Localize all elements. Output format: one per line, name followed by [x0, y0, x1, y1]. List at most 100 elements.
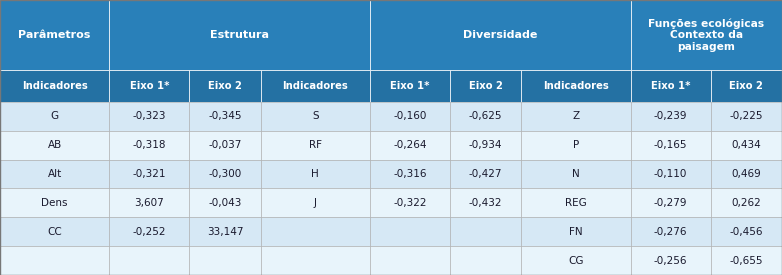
- Text: 3,607: 3,607: [135, 198, 164, 208]
- Text: -0,239: -0,239: [654, 111, 687, 121]
- Bar: [370, 102, 450, 131]
- Bar: [260, 217, 370, 246]
- Bar: [711, 131, 782, 160]
- Bar: [630, 188, 711, 217]
- Text: Indicadores: Indicadores: [282, 81, 348, 91]
- Bar: [189, 70, 260, 102]
- Bar: [260, 246, 370, 275]
- Bar: [522, 246, 630, 275]
- Bar: [189, 131, 260, 160]
- Text: Indicadores: Indicadores: [543, 81, 609, 91]
- Text: RF: RF: [309, 140, 322, 150]
- Bar: [630, 246, 711, 275]
- Text: FN: FN: [569, 227, 583, 237]
- Text: REG: REG: [565, 198, 586, 208]
- Bar: [630, 131, 711, 160]
- Text: -0,252: -0,252: [132, 227, 166, 237]
- Bar: [522, 188, 630, 217]
- Text: -0,316: -0,316: [393, 169, 427, 179]
- Bar: [450, 188, 522, 217]
- Bar: [260, 160, 370, 188]
- Bar: [0, 102, 109, 131]
- Text: -0,279: -0,279: [654, 198, 687, 208]
- Text: -0,037: -0,037: [208, 140, 242, 150]
- Text: Dens: Dens: [41, 198, 68, 208]
- Text: -0,456: -0,456: [730, 227, 763, 237]
- Text: -0,934: -0,934: [469, 140, 502, 150]
- Bar: [450, 160, 522, 188]
- Bar: [370, 131, 450, 160]
- Text: CC: CC: [47, 227, 62, 237]
- Text: H: H: [311, 169, 319, 179]
- Bar: [260, 102, 370, 131]
- Text: -0,432: -0,432: [469, 198, 502, 208]
- Bar: [109, 0, 370, 70]
- Text: Funções ecológicas
Contexto da
paisagem: Funções ecológicas Contexto da paisagem: [648, 18, 764, 52]
- Text: 33,147: 33,147: [206, 227, 243, 237]
- Bar: [0, 217, 109, 246]
- Text: -0,318: -0,318: [132, 140, 166, 150]
- Text: J: J: [314, 198, 317, 208]
- Bar: [0, 70, 109, 102]
- Text: -0,256: -0,256: [654, 255, 687, 266]
- Bar: [109, 102, 189, 131]
- Text: CG: CG: [569, 255, 583, 266]
- Bar: [370, 217, 450, 246]
- Text: -0,165: -0,165: [654, 140, 687, 150]
- Bar: [260, 70, 370, 102]
- Text: -0,321: -0,321: [132, 169, 166, 179]
- Bar: [711, 160, 782, 188]
- Bar: [522, 70, 630, 102]
- Bar: [522, 102, 630, 131]
- Text: 0,262: 0,262: [731, 198, 761, 208]
- Text: -0,110: -0,110: [654, 169, 687, 179]
- Bar: [630, 0, 782, 70]
- Bar: [109, 188, 189, 217]
- Text: -0,264: -0,264: [393, 140, 427, 150]
- Bar: [711, 217, 782, 246]
- Text: S: S: [312, 111, 318, 121]
- Bar: [189, 188, 260, 217]
- Text: AB: AB: [48, 140, 62, 150]
- Text: N: N: [572, 169, 580, 179]
- Text: Eixo 1*: Eixo 1*: [130, 81, 169, 91]
- Text: G: G: [51, 111, 59, 121]
- Bar: [260, 188, 370, 217]
- Bar: [522, 160, 630, 188]
- Text: Estrutura: Estrutura: [210, 30, 269, 40]
- Bar: [522, 217, 630, 246]
- Text: 0,434: 0,434: [731, 140, 761, 150]
- Bar: [370, 246, 450, 275]
- Text: -0,345: -0,345: [208, 111, 242, 121]
- Bar: [0, 131, 109, 160]
- Bar: [630, 160, 711, 188]
- Text: -0,276: -0,276: [654, 227, 687, 237]
- Text: -0,625: -0,625: [469, 111, 502, 121]
- Bar: [109, 160, 189, 188]
- Bar: [370, 0, 630, 70]
- Bar: [370, 188, 450, 217]
- Bar: [0, 0, 109, 70]
- Text: Eixo 2: Eixo 2: [730, 81, 763, 91]
- Bar: [522, 131, 630, 160]
- Bar: [109, 217, 189, 246]
- Text: Alt: Alt: [48, 169, 62, 179]
- Bar: [109, 70, 189, 102]
- Text: Parâmetros: Parâmetros: [19, 30, 91, 40]
- Text: -0,323: -0,323: [132, 111, 166, 121]
- Bar: [109, 131, 189, 160]
- Bar: [189, 217, 260, 246]
- Text: Diversidade: Diversidade: [463, 30, 537, 40]
- Bar: [0, 246, 109, 275]
- Text: -0,300: -0,300: [208, 169, 242, 179]
- Text: -0,225: -0,225: [730, 111, 763, 121]
- Text: Indicadores: Indicadores: [22, 81, 88, 91]
- Text: -0,322: -0,322: [393, 198, 427, 208]
- Text: -0,427: -0,427: [469, 169, 502, 179]
- Bar: [711, 246, 782, 275]
- Bar: [450, 131, 522, 160]
- Text: -0,655: -0,655: [730, 255, 763, 266]
- Bar: [189, 246, 260, 275]
- Bar: [450, 217, 522, 246]
- Bar: [370, 70, 450, 102]
